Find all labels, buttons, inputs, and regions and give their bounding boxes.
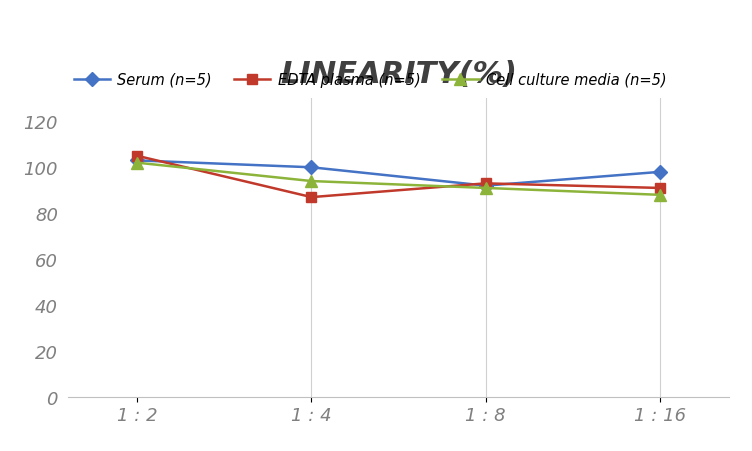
EDTA plasma (n=5) bbox=[307, 195, 316, 200]
Cell culture media (n=5) bbox=[655, 193, 664, 198]
Line: EDTA plasma (n=5): EDTA plasma (n=5) bbox=[132, 152, 665, 202]
Serum (n=5) bbox=[133, 158, 142, 164]
Line: Cell culture media (n=5): Cell culture media (n=5) bbox=[132, 158, 666, 201]
Cell culture media (n=5) bbox=[307, 179, 316, 184]
EDTA plasma (n=5) bbox=[133, 154, 142, 159]
Line: Serum (n=5): Serum (n=5) bbox=[132, 156, 665, 191]
Serum (n=5) bbox=[655, 170, 664, 175]
EDTA plasma (n=5) bbox=[655, 186, 664, 191]
Legend: Serum (n=5), EDTA plasma (n=5), Cell culture media (n=5): Serum (n=5), EDTA plasma (n=5), Cell cul… bbox=[68, 67, 672, 93]
Title: LINEARITY(%): LINEARITY(%) bbox=[280, 60, 517, 88]
Serum (n=5) bbox=[481, 184, 490, 189]
Cell culture media (n=5) bbox=[133, 161, 142, 166]
Serum (n=5) bbox=[307, 165, 316, 170]
EDTA plasma (n=5) bbox=[481, 181, 490, 187]
Cell culture media (n=5) bbox=[481, 186, 490, 191]
